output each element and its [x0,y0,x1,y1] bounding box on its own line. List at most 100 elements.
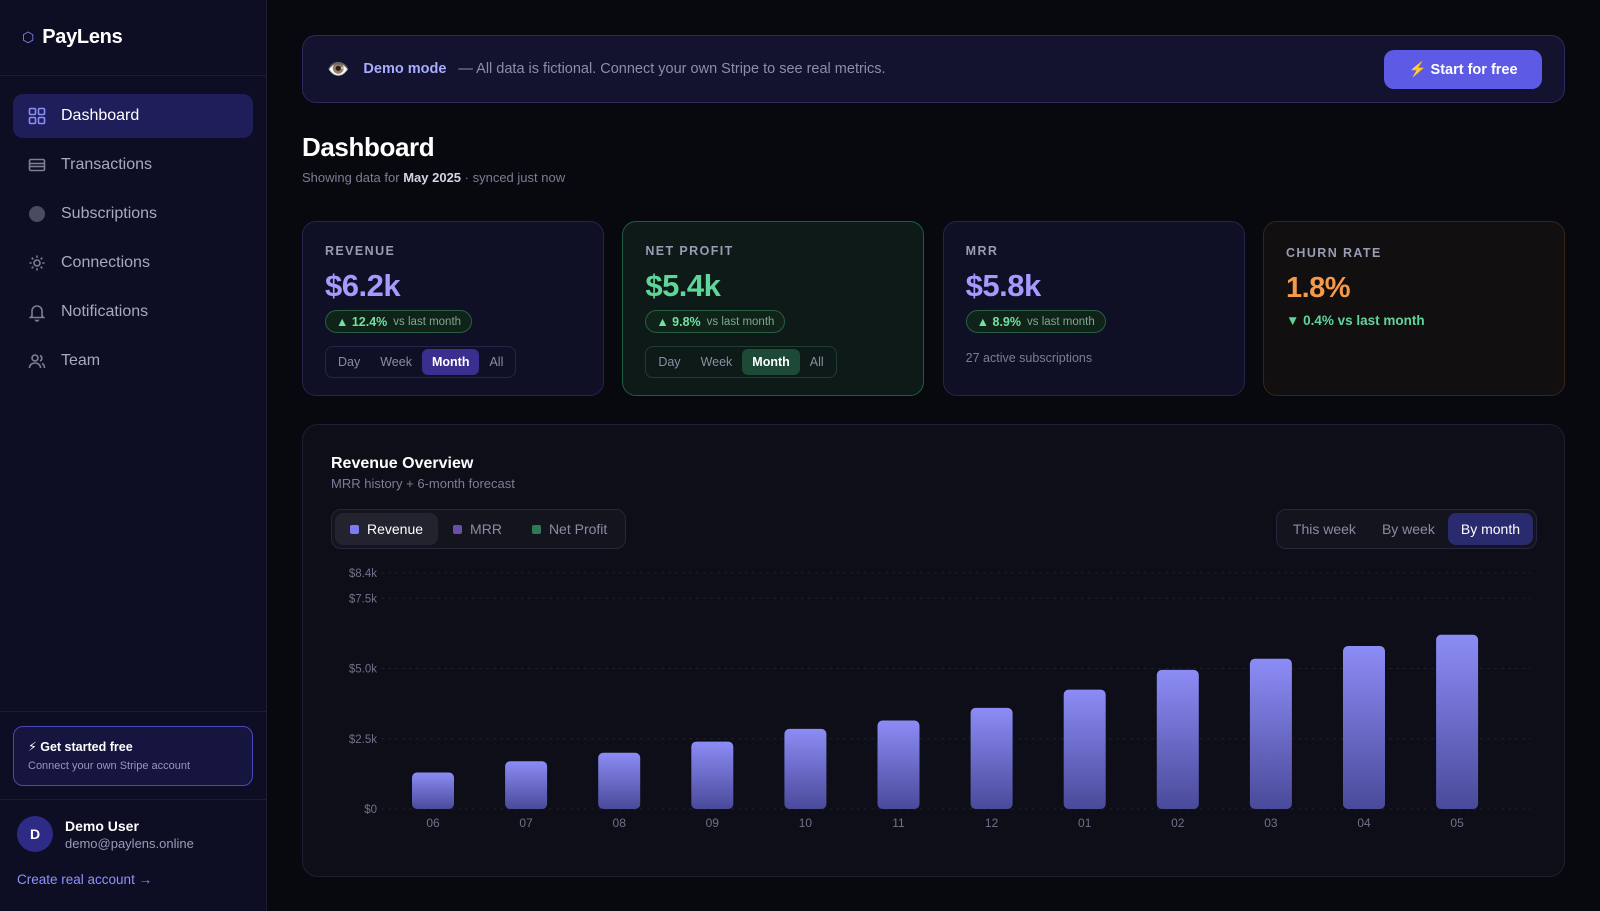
series-label: MRR [470,521,502,537]
sidebar-item-label: Connections [61,254,150,271]
series-mrr[interactable]: MRR [438,513,517,545]
series-swatch [453,524,463,534]
circle-icon [27,204,47,224]
create-account-link[interactable]: Create real account → [17,872,153,887]
churn-card: CHURN RATE 1.8% ▼ 0.4% vs last month [1262,221,1565,396]
period-week[interactable]: Week [380,355,412,369]
cta-subtitle: Connect your own Stripe account [28,760,191,772]
grid-lines [381,572,1531,810]
demo-mode-label: Demo mode [363,61,447,77]
period-month[interactable]: Month [742,349,800,375]
bar-05[interactable] [1436,634,1479,809]
sidebar-item-transactions[interactable]: Transactions [13,143,253,187]
x-tick-label: 02 [1171,816,1185,830]
start-for-free-button[interactable]: ⚡ Start for free [1384,49,1542,89]
bar-06[interactable] [412,772,454,809]
user-section: D Demo User demo@paylens.online Create r… [0,799,266,887]
series-label: Revenue [367,521,424,537]
sidebar-item-label: Transactions [61,156,152,173]
sidebar-item-subscriptions[interactable]: Subscriptions [13,192,253,236]
user-profile[interactable]: D Demo User demo@paylens.online [17,816,249,852]
series-net-profit[interactable]: Net Profit [517,513,622,545]
series-revenue[interactable]: Revenue [335,513,439,545]
sidebar-item-connections[interactable]: Connections [13,241,253,285]
active-subscriptions: 27 active subscriptions [965,351,1093,365]
page-subtitle: Showing data for May 2025 · synced just … [302,170,565,185]
bar-08[interactable] [598,752,641,809]
bar-11[interactable] [877,720,920,810]
delta-badge: ▲ 12.4% vs last month [325,310,473,333]
period-all[interactable]: All [809,355,824,369]
period-week[interactable]: Week [700,355,733,369]
x-axis-ticks: 06 07 08 09 10 11 12 01 02 03 04 05 [426,816,1464,830]
card-label: MRR [965,244,999,258]
delta-badge: ▲ 9.8% vs last month [645,310,786,333]
series-label: Net Profit [548,521,608,537]
bar-02[interactable] [1156,669,1199,809]
bar-03[interactable] [1249,658,1292,809]
card-value: $6.2k [325,268,401,303]
card-label: NET PROFIT [645,244,734,258]
x-tick-label: 09 [706,816,720,830]
bar-12[interactable] [970,707,1013,809]
eye-icon: 👁️ [327,58,350,79]
period-toggle: Day Week Month All [645,346,837,378]
sidebar-item-notifications[interactable]: Notifications [13,290,253,334]
revenue-bar-chart: $0$2.5k$5.0k$7.5k$8.4k 06 07 08 09 10 11 12 01 0… [349,568,1531,830]
card-value: $5.4k [645,268,721,303]
sidebar-item-team[interactable]: Team [13,339,253,383]
sidebar-item-label: Subscriptions [61,205,158,222]
y-tick-label: $2.5k [349,734,377,746]
period-day[interactable]: Day [658,355,681,369]
range-by-week[interactable]: By week [1381,521,1435,537]
x-tick-label: 03 [1264,816,1278,830]
bars [412,634,1479,810]
y-tick-label: $7.5k [349,593,377,605]
sidebar-nav: Dashboard Transactions Subscriptions Con… [0,76,266,406]
page-title: Dashboard [302,132,435,162]
range-by-month[interactable]: By month [1447,513,1533,545]
x-tick-label: 04 [1357,816,1371,830]
sidebar-item-label: Notifications [61,303,149,320]
sidebar-item-dashboard[interactable]: Dashboard [13,94,253,138]
sidebar: ⬡ PayLens Dashboard Transactions Subscri… [0,0,267,911]
x-tick-label: 01 [1078,816,1092,830]
user-email: demo@paylens.online [65,835,194,851]
y-axis-ticks: $0 $2.5k $5.0k $7.5k $8.4k [349,568,377,816]
revenue-overview-panel: Revenue Overview MRR history + 6-month f… [302,424,1565,877]
churn-delta: ▼ 0.4% vs last month [1285,313,1425,328]
series-swatch [531,524,541,534]
card-label: REVENUE [325,244,396,258]
cta-section: ⚡ Get started free Connect your own Stri… [0,711,266,786]
bar-01[interactable] [1063,689,1106,809]
demo-mode-text: — All data is fictional. Connect your ow… [458,61,886,77]
bar-09[interactable] [691,741,734,809]
series-swatch [350,524,359,534]
gear-icon [27,253,47,273]
user-name: Demo User [65,817,139,834]
bar-04[interactable] [1343,646,1385,809]
card-icon [27,155,47,175]
brand[interactable]: ⬡ PayLens [0,0,266,76]
x-tick-label: 07 [519,816,533,830]
card-label: CHURN RATE [1285,246,1382,260]
series-toggle: Revenue MRR Net Profit [331,509,627,549]
sub-prefix: Showing data for [302,170,400,185]
card-value: 1.8% [1285,272,1351,304]
period-toggle: Day Week Month All [325,346,517,378]
period-all[interactable]: All [489,355,504,369]
x-tick-label: 06 [426,816,440,830]
users-icon [27,351,47,371]
delta-vs: vs last month [706,315,775,328]
x-tick-label: 10 [799,816,813,830]
bar-10[interactable] [784,728,827,809]
demo-banner: 👁️ Demo mode — All data is fictional. Co… [302,35,1565,103]
get-started-card[interactable]: ⚡ Get started free Connect your own Stri… [13,726,253,786]
avatar: D [17,816,53,852]
bar-07[interactable] [505,761,548,809]
cta-title: ⚡ Get started free [28,740,133,754]
period-day[interactable]: Day [338,355,361,369]
range-toggle: This week By week By month [1275,509,1537,549]
range-this-week[interactable]: This week [1292,521,1356,537]
period-month[interactable]: Month [421,349,480,375]
